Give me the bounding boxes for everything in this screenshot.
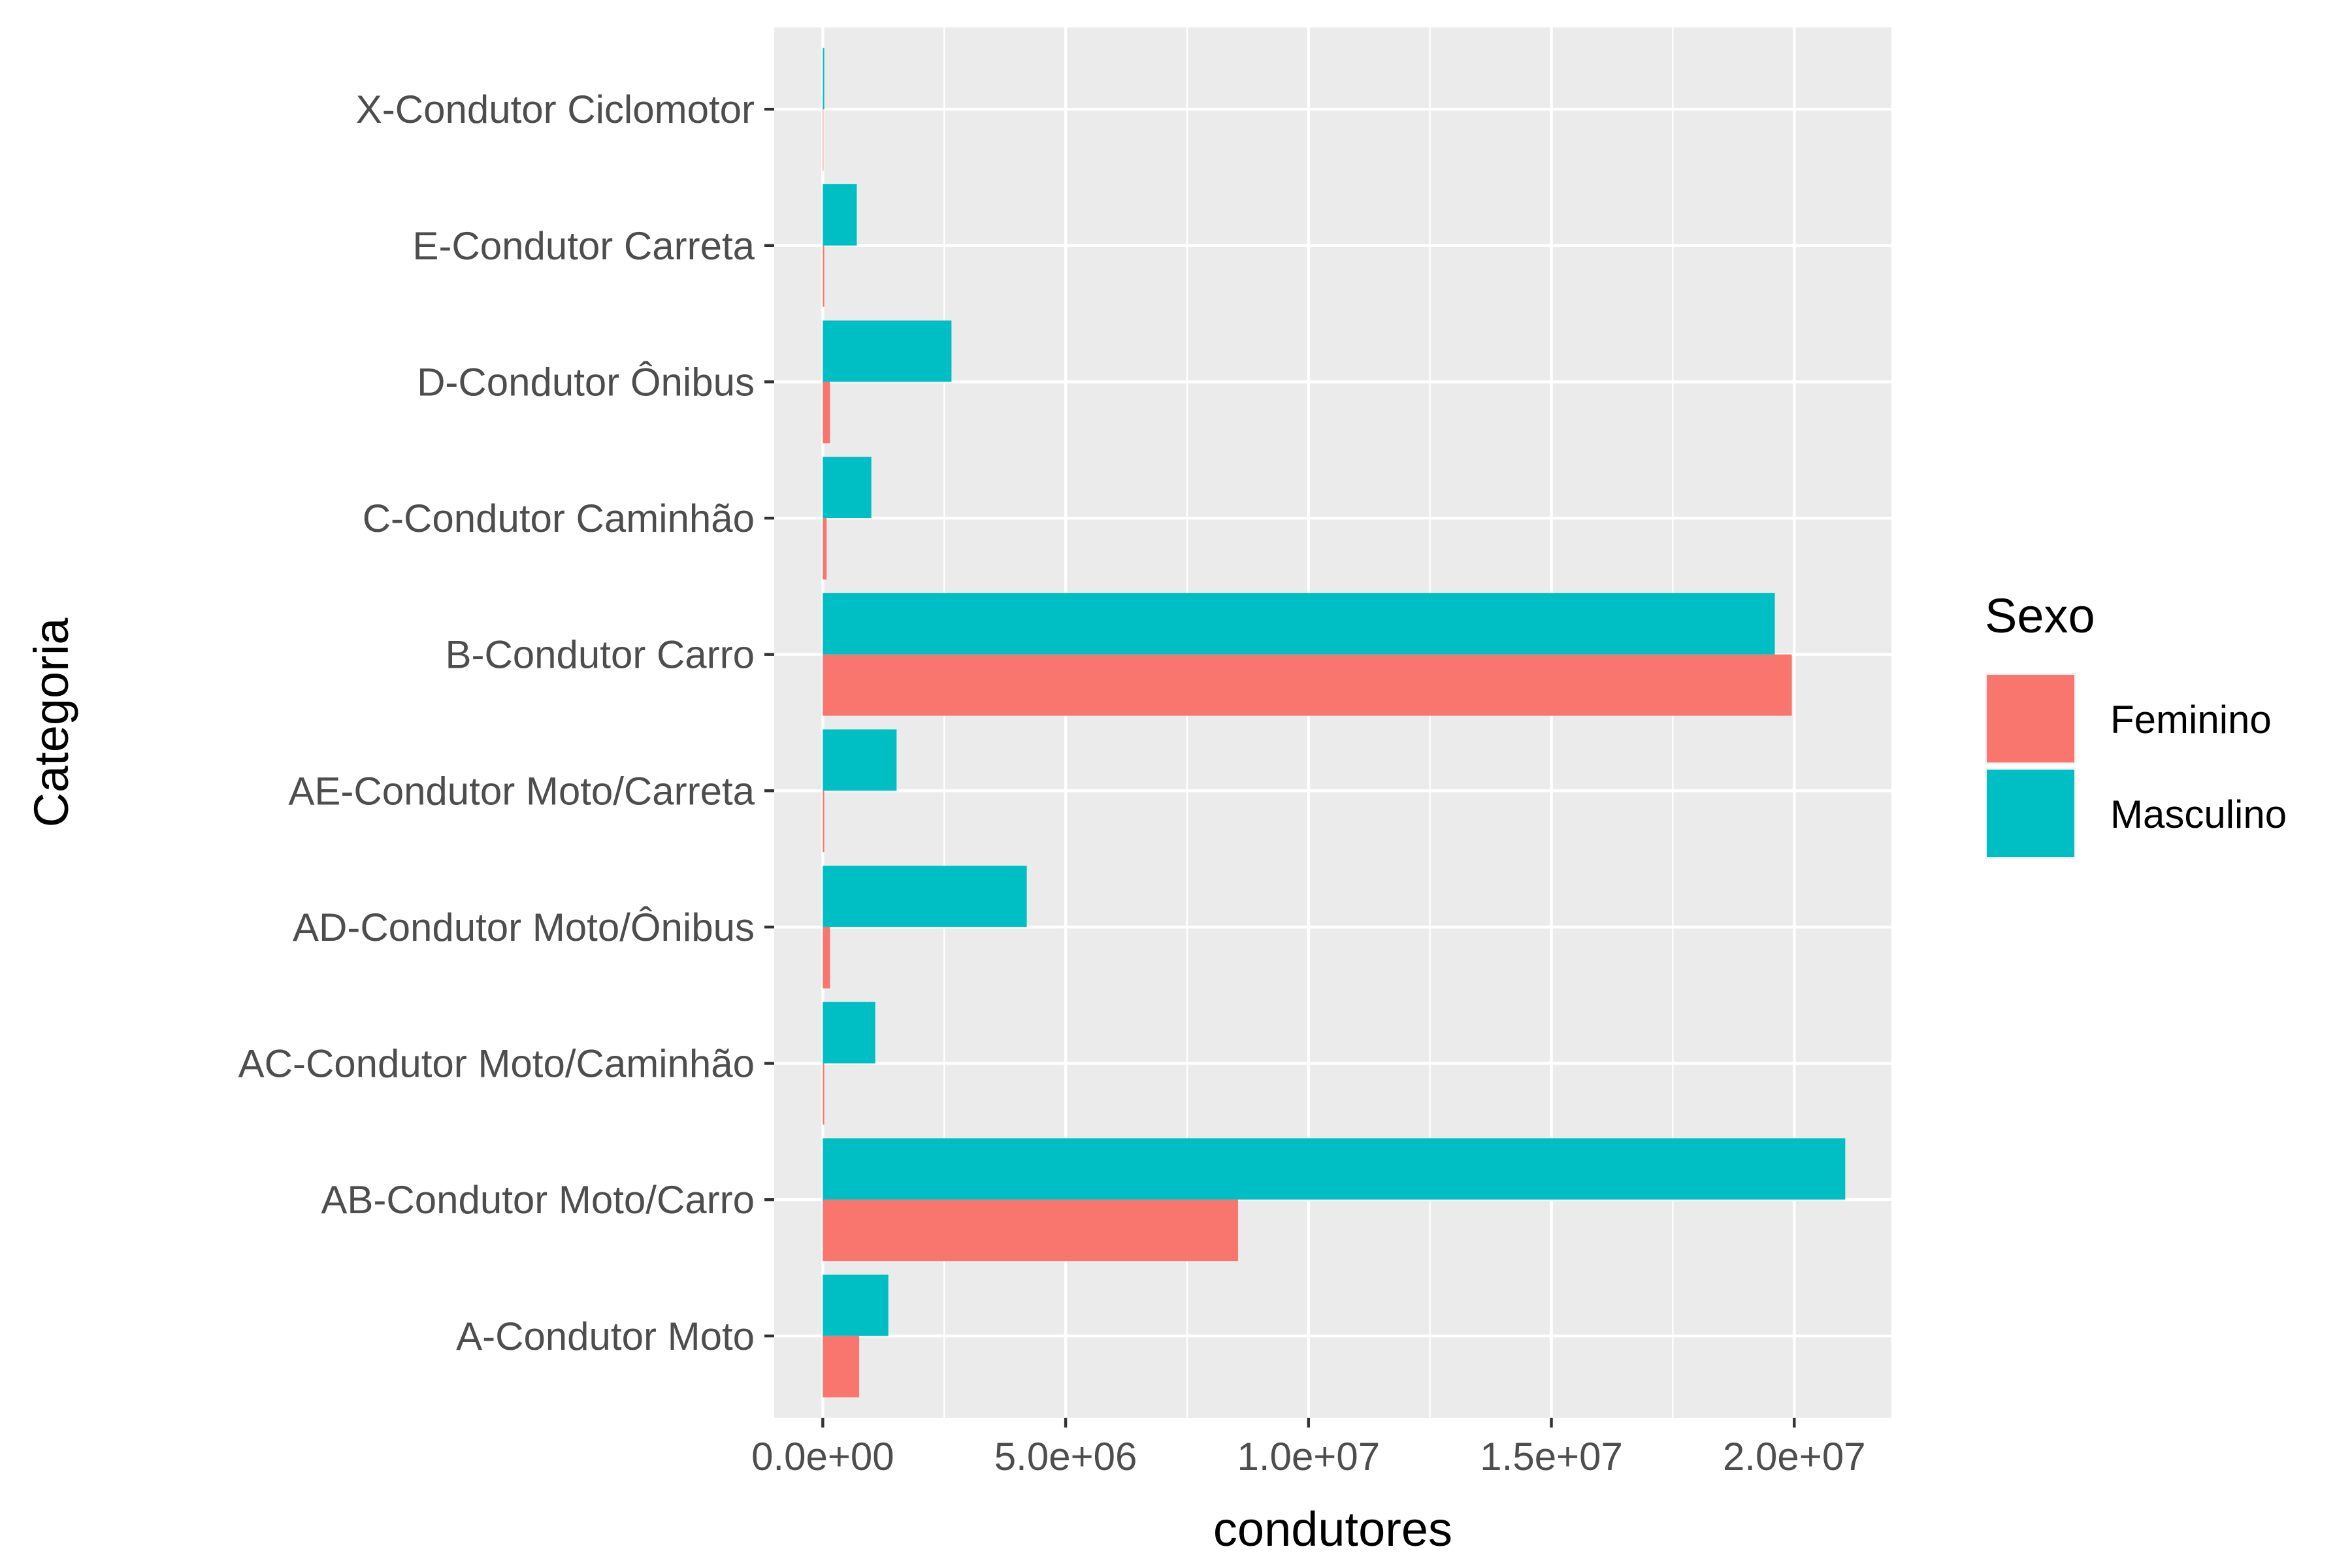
- x-tick-label: 0.0e+00: [751, 1435, 894, 1478]
- y-tick-label: C-Condutor Caminhão: [363, 497, 755, 540]
- y-tick-label: AD-Condutor Moto/Ônibus: [293, 906, 755, 949]
- y-tick-label: E-Condutor Carreta: [412, 224, 755, 268]
- bar-feminino-c-condutor-caminhao: [823, 518, 827, 580]
- bar-masculino-a-condutor-moto: [823, 1274, 889, 1336]
- bar-feminino-ab-condutor-moto-carro: [823, 1200, 1239, 1262]
- bars: [823, 48, 1846, 1397]
- bar-masculino-d-condutor-onibus: [823, 320, 952, 382]
- bar-masculino-c-condutor-caminhao: [823, 457, 872, 519]
- y-tick-label: AC-Condutor Moto/Caminhão: [238, 1042, 755, 1086]
- x-tick-label: 1.0e+07: [1237, 1435, 1380, 1478]
- x-axis: 0.0e+00 5.0e+06 1.0e+07 1.5e+07 2.0e+07: [751, 1418, 1866, 1478]
- bar-feminino-d-condutor-onibus: [823, 382, 830, 444]
- bar-masculino-ac-condutor-moto-caminhao: [823, 1002, 875, 1064]
- y-tick-label: B-Condutor Carro: [445, 633, 755, 677]
- bar-feminino-b-condutor-carro: [823, 654, 1792, 716]
- bar-masculino-b-condutor-carro: [823, 593, 1775, 655]
- legend-key-masculino: [1987, 770, 2074, 857]
- legend-items: Feminino Masculino: [1985, 673, 2287, 859]
- x-tick-label: 5.0e+06: [994, 1435, 1137, 1478]
- y-axis-title: Categoria: [24, 617, 78, 828]
- y-tick-label: AB-Condutor Moto/Carro: [321, 1178, 755, 1222]
- legend-label-feminino: Feminino: [2110, 698, 2272, 742]
- bar-masculino-e-condutor-carreta: [823, 184, 857, 246]
- bar-feminino-ae-condutor-moto-carreta: [823, 791, 825, 853]
- bar-masculino-ab-condutor-moto-carro: [823, 1138, 1846, 1200]
- legend-label-masculino: Masculino: [2110, 792, 2287, 836]
- bar-masculino-ad-condutor-moto-onibus: [823, 866, 1027, 927]
- y-axis: A-Condutor Moto AB-Condutor Moto/Carro AC-…: [238, 88, 774, 1358]
- y-tick-label: X-Condutor Ciclomotor: [356, 88, 755, 131]
- legend: Sexo Feminino Masculino: [1985, 589, 2287, 859]
- bar-feminino-a-condutor-moto: [823, 1335, 860, 1397]
- bar-masculino-ae-condutor-moto-carreta: [823, 729, 897, 791]
- legend-title: Sexo: [1985, 589, 2095, 643]
- y-tick-label: A-Condutor Moto: [456, 1315, 755, 1358]
- legend-key-feminino: [1987, 675, 2074, 762]
- bar-feminino-e-condutor-carreta: [823, 245, 825, 307]
- bar-feminino-ac-condutor-moto-caminhao: [823, 1063, 825, 1125]
- x-tick-label: 2.0e+07: [1723, 1435, 1866, 1478]
- y-tick-label: AE-Condutor Moto/Carreta: [288, 769, 755, 813]
- bar-feminino-ad-condutor-moto-onibus: [823, 926, 830, 988]
- x-axis-title: condutores: [1213, 1502, 1452, 1556]
- y-tick-label: D-Condutor Ônibus: [417, 360, 755, 404]
- x-tick-label: 1.5e+07: [1480, 1435, 1623, 1478]
- bar-masculino-x-condutor-ciclomotor: [823, 48, 825, 110]
